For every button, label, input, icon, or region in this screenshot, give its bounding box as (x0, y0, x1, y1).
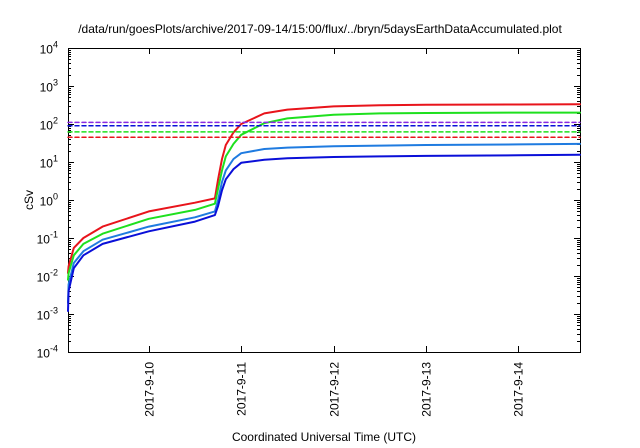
y-tick-label: 10-3 (37, 306, 58, 323)
y-tick-label: 102 (40, 116, 58, 133)
y-tick-label: 10-1 (37, 230, 58, 247)
x-axis-ticks: 2017-9-10 2017-9-11 2017-9-12 2017-9-13 2017… (143, 48, 526, 417)
series-line-3 (67, 153, 581, 312)
series-line-0 (67, 103, 581, 274)
x-tick-label: 2017-9-14 (512, 362, 526, 417)
series-line-2 (67, 142, 581, 304)
y-tick-label: 100 (40, 192, 58, 209)
x-tick-label: 2017-9-12 (328, 362, 342, 417)
series-line-1 (67, 111, 581, 281)
x-tick-label: 2017-9-13 (420, 362, 434, 417)
y-tick-label: 103 (40, 78, 58, 95)
y-tick-label: 10-4 (37, 344, 58, 361)
plot-frame (68, 48, 581, 353)
x-axis-label: Coordinated Universal Time (UTC) (232, 430, 416, 444)
chart-title: /data/run/goesPlots/archive/2017-09-14/1… (78, 22, 562, 36)
series-group (67, 103, 581, 312)
y-axis-label: cSv (22, 190, 36, 210)
x-tick-label: 2017-9-10 (143, 362, 157, 417)
y-tick-label: 10-2 (37, 268, 58, 285)
y-tick-label: 101 (40, 154, 58, 171)
y-tick-label: 104 (40, 40, 58, 57)
y-axis-ticks: 10-4 10-3 10-2 10-1 100 101 102 103 104 (37, 40, 580, 361)
x-tick-label: 2017-9-11 (235, 362, 249, 416)
